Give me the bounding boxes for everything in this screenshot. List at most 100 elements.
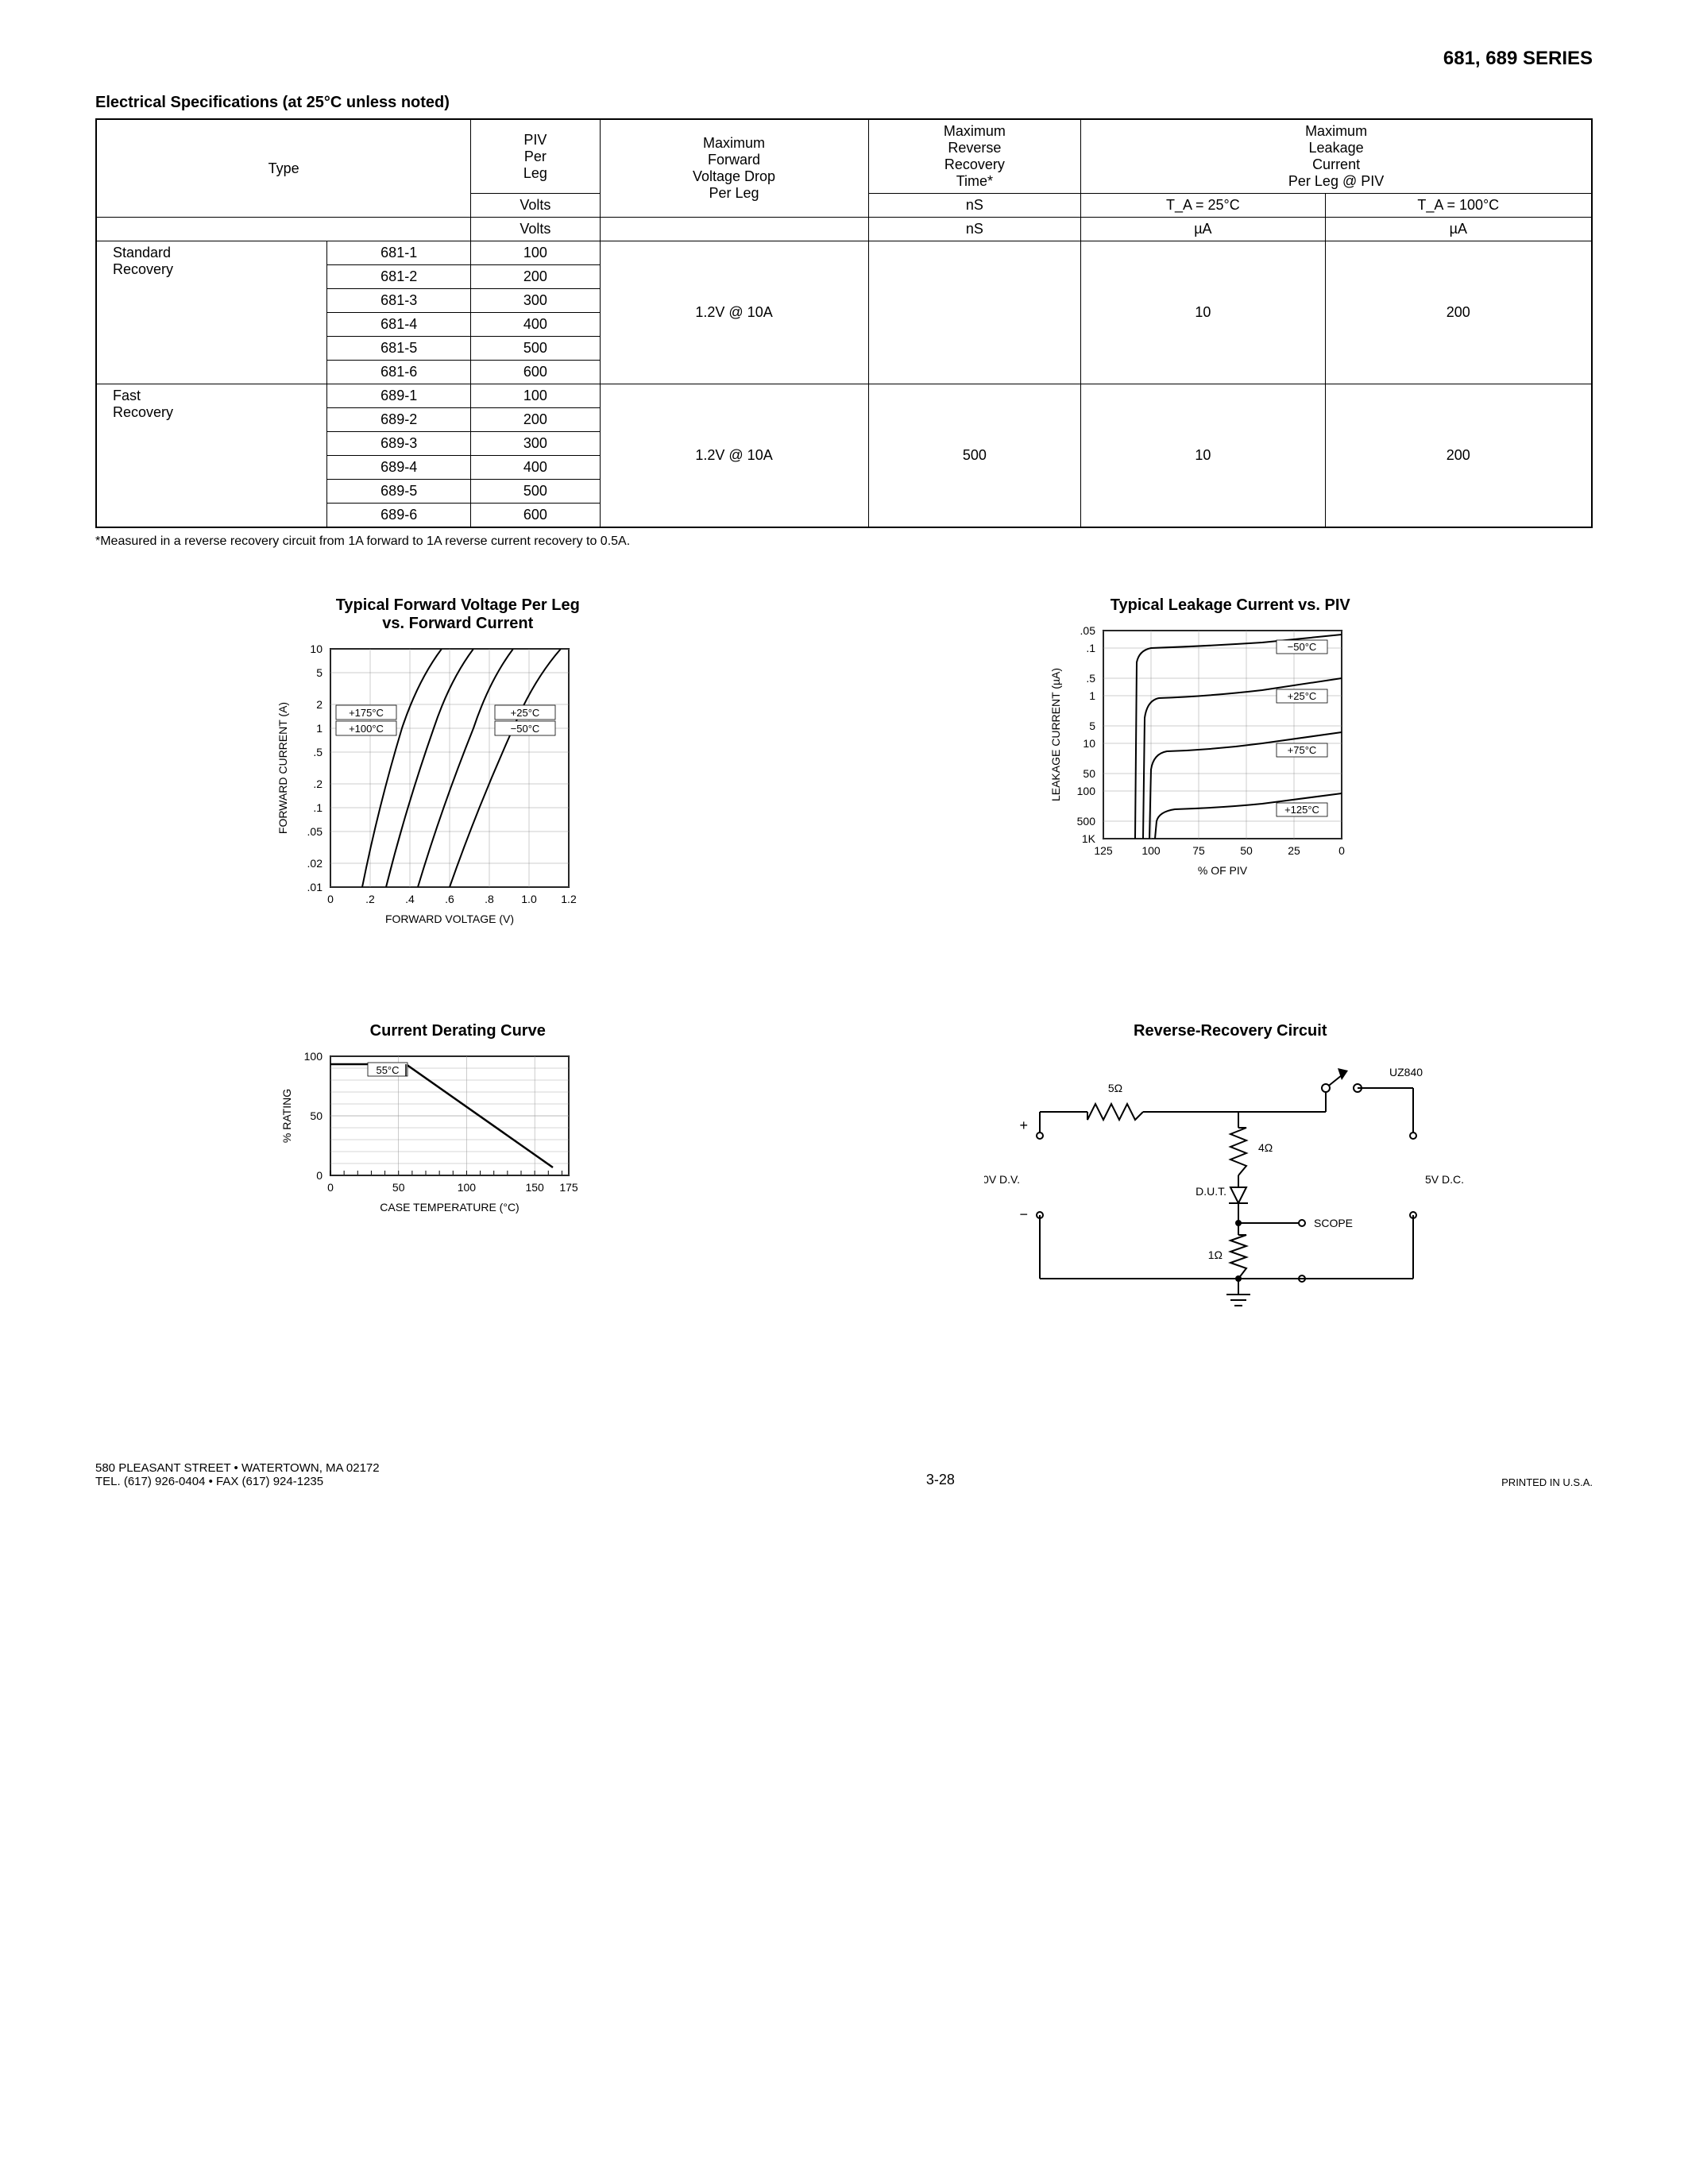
svg-text:+: + — [1019, 1117, 1028, 1133]
svg-text:1: 1 — [1089, 689, 1095, 702]
svg-text:+25°C: +25°C — [511, 707, 540, 719]
svg-text:500: 500 — [1076, 815, 1095, 828]
svg-text:100: 100 — [1076, 785, 1095, 797]
th-type: Type — [96, 119, 471, 218]
series-header: 681, 689 SERIES — [95, 48, 1593, 70]
svg-text:5: 5 — [316, 666, 323, 679]
piv-value: 300 — [471, 432, 600, 456]
svg-text:FORWARD CURRENT (A): FORWARD CURRENT (A) — [276, 702, 289, 834]
piv-value: 400 — [471, 313, 600, 337]
piv-value: 400 — [471, 456, 600, 480]
svg-text:.2: .2 — [314, 778, 323, 790]
svg-text:5Ω: 5Ω — [1108, 1082, 1122, 1094]
leakage-chart: Typical Leakage Current vs. PIV 12510075… — [868, 596, 1593, 990]
svg-text:−: − — [1019, 1206, 1028, 1222]
svg-text:.4: .4 — [405, 893, 415, 905]
svg-text:.05: .05 — [307, 825, 323, 838]
svg-text:25: 25 — [1288, 844, 1300, 857]
th-ta25: T_A = 25°C — [1081, 194, 1325, 218]
piv-value: 200 — [471, 408, 600, 432]
circuit-diagram: Reverse-Recovery Circuit 5Ω4ΩD.U.T.SCOPE… — [868, 1022, 1593, 1318]
piv-value: 500 — [471, 480, 600, 504]
spec-value — [868, 241, 1081, 384]
svg-text:125: 125 — [1094, 844, 1113, 857]
piv-value: 200 — [471, 265, 600, 289]
svg-text:LEAKAGE CURRENT (µA): LEAKAGE CURRENT (µA) — [1049, 668, 1062, 801]
part-number: 689-6 — [327, 504, 471, 528]
spec-value: 10 — [1081, 384, 1325, 528]
svg-text:2: 2 — [316, 698, 323, 711]
leakage-svg: 1251007550250.05.1.51510501005001K−50°C+… — [1040, 623, 1421, 940]
th-ua2: µA — [1325, 218, 1592, 241]
svg-text:+25°C: +25°C — [1287, 690, 1316, 702]
svg-text:D.U.T.: D.U.T. — [1196, 1185, 1226, 1198]
part-number: 681-4 — [327, 313, 471, 337]
part-number: 681-5 — [327, 337, 471, 361]
piv-value: 100 — [471, 241, 600, 265]
svg-text:50: 50 — [1240, 844, 1253, 857]
svg-text:50: 50 — [311, 1109, 323, 1122]
svg-text:+125°C: +125°C — [1284, 804, 1319, 816]
footer-address: 580 PLEASANT STREET • WATERTOWN, MA 0217… — [95, 1461, 380, 1488]
part-number: 689-3 — [327, 432, 471, 456]
piv-value: 600 — [471, 361, 600, 384]
svg-text:0: 0 — [316, 1169, 323, 1182]
fwd-voltage-svg: 0.2.4.6.81.01.210521.5.2.1.05.02.01+175°… — [267, 641, 648, 990]
th-ta100: T_A = 100°C — [1325, 194, 1592, 218]
derating-chart: Current Derating Curve 05010015017510050… — [95, 1022, 821, 1318]
svg-text:0: 0 — [1338, 844, 1345, 857]
type-label: Standard Recovery — [96, 241, 327, 384]
svg-text:0: 0 — [327, 1181, 334, 1194]
svg-text:CASE TEMPERATURE (°C): CASE TEMPERATURE (°C) — [380, 1201, 520, 1214]
derating-svg: 05010015017510050055°CCASE TEMPERATURE (… — [267, 1048, 648, 1255]
th-piv: PIV Per Leg — [471, 119, 600, 194]
svg-text:.1: .1 — [1086, 642, 1095, 654]
th-leak: Maximum Leakage Current Per Leg @ PIV — [1081, 119, 1592, 194]
svg-text:75: 75 — [1192, 844, 1205, 857]
svg-text:1.2: 1.2 — [562, 893, 577, 905]
spec-value: 10 — [1081, 241, 1325, 384]
svg-text:100: 100 — [1141, 844, 1161, 857]
th-ua1: µA — [1081, 218, 1325, 241]
svg-text:.5: .5 — [1086, 672, 1095, 685]
piv-value: 500 — [471, 337, 600, 361]
svg-text:.6: .6 — [445, 893, 454, 905]
th-rec: Maximum Reverse Recovery Time* — [868, 119, 1081, 194]
part-number: 681-6 — [327, 361, 471, 384]
svg-text:.01: .01 — [307, 881, 323, 893]
svg-text:10V D.V.: 10V D.V. — [984, 1173, 1020, 1186]
piv-value: 100 — [471, 384, 600, 408]
piv-value: 600 — [471, 504, 600, 528]
svg-text:.05: .05 — [1080, 624, 1095, 637]
type-label: Fast Recovery — [96, 384, 327, 528]
svg-text:5: 5 — [1089, 720, 1095, 732]
svg-text:55°C: 55°C — [377, 1064, 400, 1076]
svg-text:.8: .8 — [485, 893, 494, 905]
page-footer: 580 PLEASANT STREET • WATERTOWN, MA 0217… — [95, 1461, 1593, 1488]
svg-text:−50°C: −50°C — [1287, 641, 1316, 653]
svg-text:UZ840: UZ840 — [1389, 1066, 1423, 1078]
section-title: Electrical Specifications (at 25°C unles… — [95, 94, 1593, 112]
part-number: 689-4 — [327, 456, 471, 480]
part-number: 681-3 — [327, 289, 471, 313]
spec-value: 200 — [1325, 384, 1592, 528]
fwd-voltage-chart: Typical Forward Voltage Per Leg vs. Forw… — [95, 596, 821, 990]
svg-text:4Ω: 4Ω — [1258, 1141, 1273, 1154]
spec-value: 1.2V @ 10A — [600, 241, 868, 384]
th-fwd: Maximum Forward Voltage Drop Per Leg — [600, 119, 868, 218]
part-number: 689-5 — [327, 480, 471, 504]
svg-text:1Ω: 1Ω — [1207, 1248, 1222, 1261]
svg-text:.1: .1 — [314, 801, 323, 814]
th-rec-unit: nS — [868, 194, 1081, 218]
part-number: 681-1 — [327, 241, 471, 265]
svg-text:% OF PIV: % OF PIV — [1198, 864, 1248, 877]
footer-printed: PRINTED IN U.S.A. — [1501, 1476, 1593, 1488]
svg-text:0: 0 — [327, 893, 334, 905]
svg-text:50: 50 — [392, 1181, 405, 1194]
svg-text:175: 175 — [560, 1181, 579, 1194]
svg-text:.5: .5 — [314, 746, 323, 758]
circuit-svg: 5Ω4ΩD.U.T.SCOPE1Ω+10V D.V.−UZ8405V D.C. — [984, 1048, 1477, 1318]
spec-value: 500 — [868, 384, 1081, 528]
svg-text:10: 10 — [1083, 737, 1095, 750]
svg-text:SCOPE: SCOPE — [1314, 1217, 1353, 1229]
